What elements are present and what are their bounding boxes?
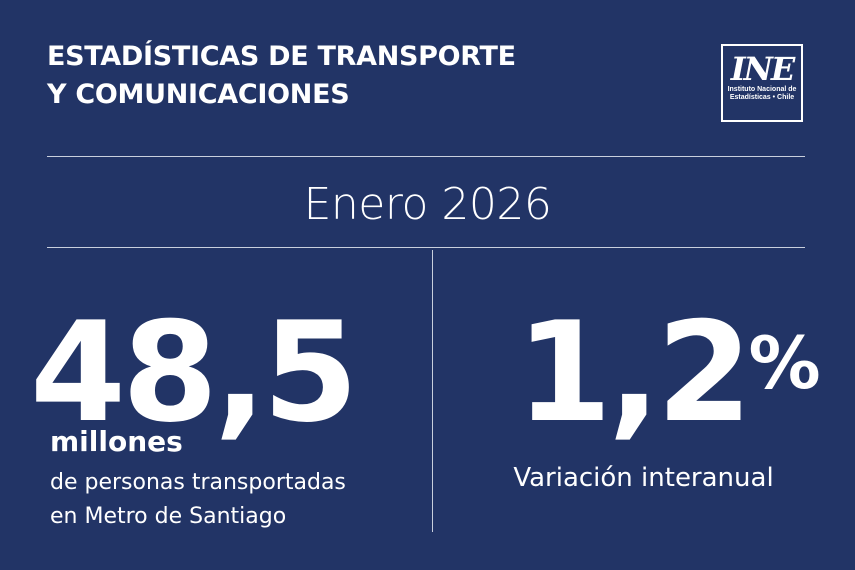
variation-value: 1,2 — [516, 292, 752, 453]
title-line-1: ESTADÍSTICAS DE TRANSPORTE — [47, 41, 516, 72]
passengers-value: 48,5 — [30, 292, 358, 453]
passengers-unit: millones — [50, 425, 183, 458]
passengers-desc-line-2: en Metro de Santiago — [50, 504, 287, 529]
variation-value-block: 1,2% — [516, 298, 821, 448]
ine-logo-subtitle-2: Estadísticas • Chile — [729, 94, 795, 101]
infographic-title: ESTADÍSTICAS DE TRANSPORTE Y COMUNICACIO… — [47, 38, 516, 114]
variation-label: Variación interanual — [513, 463, 774, 493]
top-divider — [47, 156, 805, 157]
passengers-desc-line-1: de personas transportadas — [50, 470, 346, 495]
vertical-divider — [432, 250, 433, 532]
middle-divider — [47, 247, 805, 248]
title-line-2: Y COMUNICACIONES — [47, 79, 350, 110]
ine-logo-subtitle-1: Instituto Nacional de — [727, 86, 797, 93]
passengers-description: de personas transportadas en Metro de Sa… — [50, 466, 346, 534]
ine-logo-mark: INE — [730, 50, 796, 88]
percent-symbol: % — [748, 321, 821, 405]
period-label: Enero 2026 — [303, 179, 552, 230]
ine-logo: INE Instituto Nacional de Estadísticas •… — [721, 44, 803, 122]
